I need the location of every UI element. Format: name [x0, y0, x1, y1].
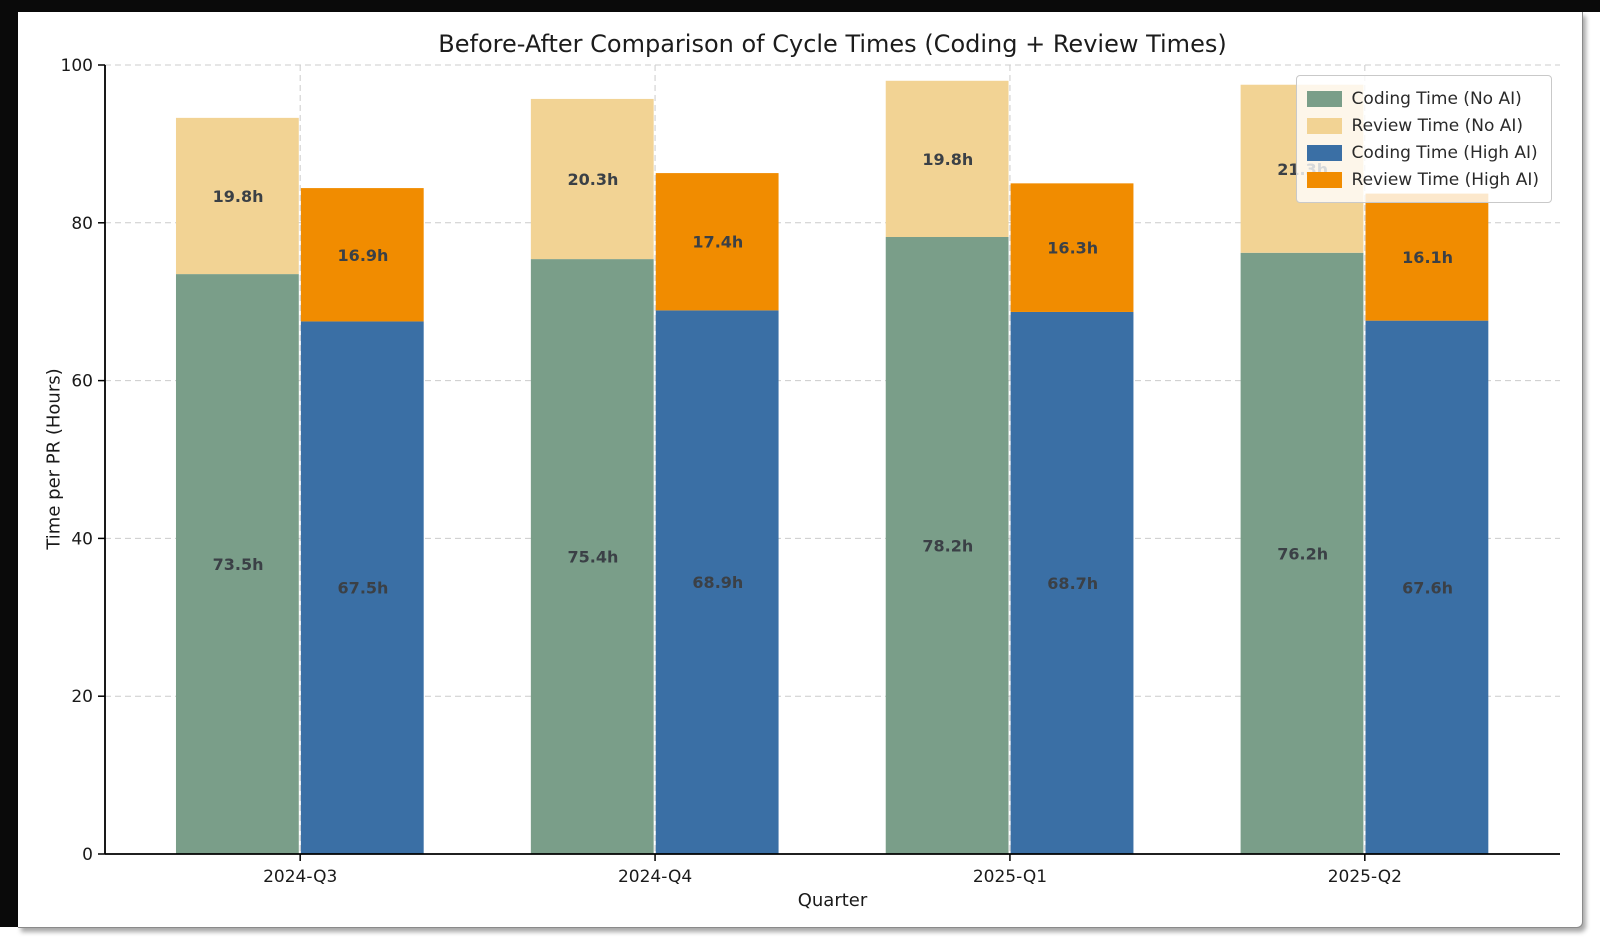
x-tick-label: 2025-Q1 [973, 867, 1047, 887]
bar-value-label: 19.8h [213, 187, 264, 206]
legend-label: Review Time (High AI) [1351, 169, 1539, 190]
bar-value-label: 67.5h [338, 579, 389, 598]
bar-segment [175, 117, 299, 275]
bar-segment [530, 259, 654, 854]
bar-value-label: 76.2h [1277, 544, 1328, 563]
bar-segment [1010, 183, 1134, 312]
y-tick-label: 20 [71, 687, 93, 707]
legend-swatch [1306, 171, 1342, 188]
bar-segment [300, 188, 424, 322]
bar-segment [655, 310, 779, 854]
legend-item: Coding Time (No AI) [1306, 85, 1539, 112]
legend-item: Coding Time (High AI) [1306, 139, 1539, 166]
legend-label: Coding Time (No AI) [1351, 88, 1522, 109]
x-tick-label: 2024-Q4 [618, 867, 692, 887]
bar-value-label: 78.2h [922, 537, 973, 556]
y-tick-label: 60 [71, 372, 93, 392]
plot-area: 73.5h 19.8h 67.5h 16.9h 75.4h 20.3h 68.9h 17.4h… [61, 56, 1560, 887]
legend-label: Review Time (No AI) [1351, 115, 1524, 136]
legend-item: Review Time (No AI) [1306, 112, 1539, 139]
bar-value-label: 73.5h [213, 555, 264, 574]
bar-segment [1365, 320, 1489, 854]
legend-item: Review Time (High AI) [1306, 166, 1539, 193]
bar-value-label: 75.4h [568, 548, 619, 567]
bar-segment [300, 321, 424, 854]
bar-value-label: 68.9h [692, 573, 743, 592]
y-tick-label: 100 [61, 56, 93, 76]
bar-value-label: 17.4h [692, 233, 743, 252]
bar-segment [655, 173, 779, 311]
chart-title: Before-After Comparison of Cycle Times (… [438, 30, 1227, 58]
bar-segment [885, 237, 1009, 854]
legend-swatch [1306, 90, 1342, 107]
bar-segment [1010, 311, 1134, 854]
bar-segment [885, 80, 1009, 238]
bar-value-label: 20.3h [568, 170, 619, 189]
bar-segment [530, 98, 654, 260]
y-tick-label: 0 [82, 845, 93, 865]
legend-swatch [1306, 117, 1342, 134]
bar-value-label: 16.3h [1047, 239, 1098, 258]
x-tick-label: 2025-Q2 [1328, 867, 1402, 887]
bar-value-label: 68.7h [1047, 574, 1098, 593]
chart-card: Before-After Comparison of Cycle Times (… [18, 12, 1583, 928]
bar-value-label: 16.1h [1402, 248, 1453, 267]
bar-value-label: 19.8h [922, 150, 973, 169]
bar-segment [1240, 252, 1364, 855]
y-tick-label: 80 [71, 214, 93, 234]
y-tick-label: 40 [71, 529, 93, 549]
frame-left-strip [0, 12, 18, 927]
x-axis-label: Quarter [797, 890, 868, 911]
bar-value-label: 67.6h [1402, 578, 1453, 597]
frame-top-strip [0, 0, 1600, 12]
bar-segment [175, 274, 299, 855]
legend-swatch [1306, 144, 1342, 161]
legend: Coding Time (No AI) Review Time (No AI) Co… [1295, 75, 1552, 203]
x-tick-label: 2024-Q3 [263, 867, 337, 887]
bar-value-label: 16.9h [338, 246, 389, 265]
legend-label: Coding Time (High AI) [1351, 142, 1538, 163]
bar-segment [1365, 193, 1489, 321]
